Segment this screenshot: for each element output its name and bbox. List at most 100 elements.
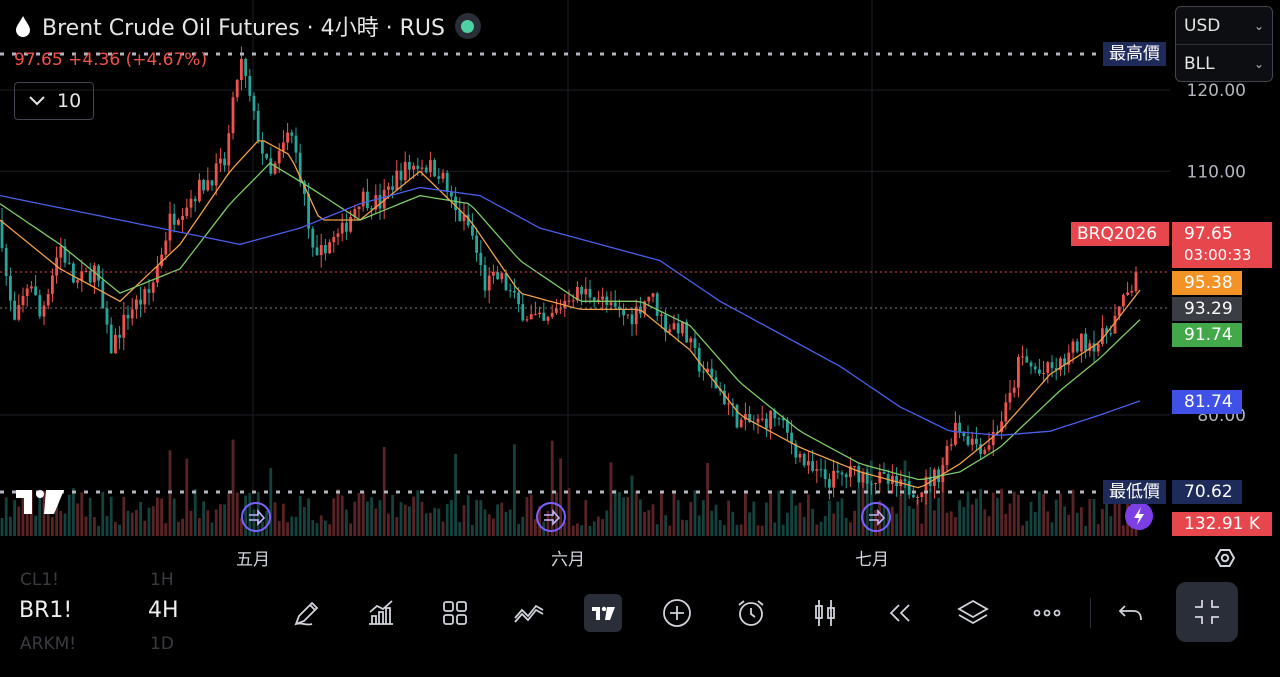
candle-body [1000, 421, 1003, 433]
symbol-button[interactable]: BR1! [19, 598, 73, 623]
volume-bar [424, 513, 428, 536]
candle-body [1096, 343, 1100, 352]
pencil-icon [294, 601, 319, 626]
interval-button[interactable]: 4H [148, 598, 179, 623]
volume-bar [391, 494, 394, 536]
candle-body [828, 479, 831, 488]
collapse-fullscreen-icon [1195, 600, 1219, 624]
unit-select[interactable]: BLL ⌄ [1176, 44, 1272, 82]
candle-body [1130, 290, 1134, 293]
candle-body [1004, 402, 1008, 422]
currency-unit-selector[interactable]: USD ⌄ BLL ⌄ [1175, 6, 1273, 82]
compare-button[interactable] [510, 594, 548, 632]
candles [0, 46, 1138, 505]
market-status-icon[interactable] [454, 13, 481, 39]
volume-bar [265, 510, 268, 536]
layers-button[interactable] [954, 594, 992, 632]
candle-body [492, 271, 495, 276]
add-button[interactable] [658, 594, 696, 632]
candle-body [521, 304, 525, 321]
candle-body [580, 286, 583, 295]
candle-body [265, 153, 268, 159]
candle-body [1012, 387, 1016, 393]
ma-fast-line [0, 140, 1141, 489]
candle-body [1017, 356, 1020, 388]
layout-button[interactable] [436, 594, 474, 632]
volume-bar [55, 501, 58, 536]
candle-body [592, 297, 596, 302]
volume-bar [576, 523, 579, 536]
candle-body [378, 195, 382, 209]
x-axis-ticks: 五月 六月 七月 [236, 550, 889, 570]
volume-bar [1067, 514, 1071, 536]
candle-body [664, 314, 667, 333]
alert-button[interactable] [732, 594, 770, 632]
exit-fullscreen-button[interactable] [1176, 582, 1238, 642]
volume-bar [59, 510, 63, 536]
volume-bar [1042, 493, 1045, 536]
chevron-down-icon: ⌄ [1253, 56, 1264, 71]
chart-type-button[interactable] [806, 594, 844, 632]
currency-select[interactable]: USD ⌄ [1176, 7, 1272, 44]
lightning-event-icon[interactable] [1125, 502, 1153, 530]
volume-bar [907, 505, 911, 536]
replay-button[interactable] [880, 594, 918, 632]
settings-hexagon-icon[interactable] [1214, 549, 1236, 567]
candle-body [25, 288, 29, 296]
volume-bar [979, 489, 982, 536]
candle-body [298, 152, 302, 182]
volume-bar [945, 512, 949, 536]
more-button[interactable] [1028, 594, 1066, 632]
dividend-event-icon[interactable] [861, 502, 891, 532]
candle-body [1113, 315, 1117, 334]
candle-body [319, 245, 323, 256]
volume-bar [580, 525, 583, 536]
volume-bar [269, 467, 273, 536]
volume-bar [72, 488, 75, 536]
volume-bar [143, 520, 147, 536]
volume-bar [105, 515, 109, 536]
volume-bar [462, 505, 466, 536]
candle-body [345, 222, 348, 232]
event-icons[interactable] [241, 502, 1153, 532]
dividend-event-icon[interactable] [536, 502, 566, 532]
volume-bar [815, 524, 819, 536]
volume-bar [559, 458, 562, 536]
volume-bar [1063, 506, 1066, 536]
volume-bar [639, 499, 642, 536]
volume-bar [807, 494, 810, 536]
candle-body [454, 196, 457, 211]
indicators-toggle-button[interactable]: 10 [14, 82, 94, 120]
undo-button[interactable] [1112, 594, 1150, 632]
alarm-clock-icon [738, 600, 764, 626]
low-value-tag: 70.62 [1172, 480, 1242, 504]
candle-body [34, 286, 37, 296]
candle-body [349, 216, 352, 232]
candle-body [542, 312, 546, 321]
indicators-button[interactable] [362, 594, 400, 632]
volume-bar [773, 522, 777, 536]
volume-bar [1025, 520, 1029, 536]
candle-body [903, 479, 907, 482]
dividend-event-icon[interactable] [241, 502, 271, 532]
volume-bar [487, 514, 491, 536]
volume-bar [702, 500, 705, 536]
volume-bar [214, 509, 218, 536]
candle-body [357, 206, 361, 210]
volume-bar [412, 496, 415, 536]
volume-bar [1050, 522, 1054, 536]
tradingview-button[interactable] [584, 594, 622, 632]
volume-bar [97, 525, 100, 536]
candle-body [660, 314, 663, 316]
candle-body [634, 306, 638, 325]
candle-body [227, 133, 231, 166]
volume-bar [93, 517, 96, 536]
volume-bar [0, 517, 4, 536]
candle-body [958, 422, 961, 433]
candle-body [101, 280, 105, 309]
drawing-tool-button[interactable] [288, 594, 326, 632]
volume-bar [67, 494, 71, 536]
candle-body [1092, 343, 1096, 352]
instrument-title[interactable]: Brent Crude Oil Futures · 4小時 · RUS [42, 16, 445, 41]
